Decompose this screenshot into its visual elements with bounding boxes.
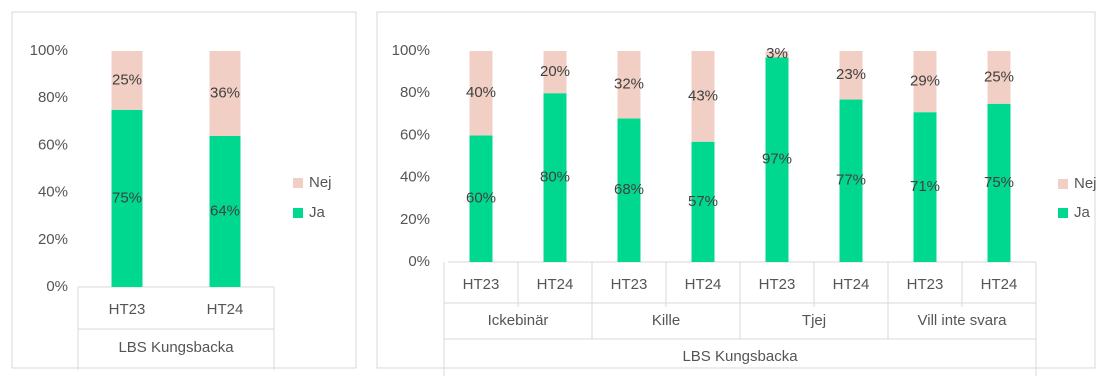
chart1-ytick-label: 80% [38,89,68,106]
chart1-data-label-nej: 25% [112,71,142,88]
chart1-ytick-label: 60% [38,136,68,153]
chart2-data-label-nej: 3% [766,45,788,62]
chart1-ytick-label: 20% [38,231,68,248]
chart1-bar-ja [111,110,143,287]
chart1-ytick-label: 40% [38,184,68,201]
chart2-bar-ja [469,135,493,262]
chart2-subgroup-label: Tjej [802,312,826,329]
chart2-legend-swatch-nej [1058,179,1068,189]
chart1-data-label-ja: 75% [112,189,142,206]
chart1-ytick-label: 0% [46,278,68,295]
chart2-data-label-nej: 25% [984,68,1014,85]
chart1-legend-swatch-nej [293,178,303,188]
chart2-legend-label-ja: Ja [1074,204,1091,221]
chart2-category-label: HT23 [759,276,796,293]
chart2-category-label: HT24 [685,276,722,293]
chart2-ytick-label: 80% [400,84,430,101]
chart2-bar-ja [987,103,1011,262]
chart1-bar-nej [111,51,143,110]
chart1-bar-ja [209,135,241,287]
chart2-legend-label-nej: Nej [1074,175,1097,192]
chart2-data-label-nej: 32% [614,76,644,93]
chart2-frame [376,11,1096,369]
chart1-legend-label-ja: Ja [309,204,326,221]
chart2-ytick-label: 40% [400,169,430,186]
chart2-category-label: HT24 [833,276,870,293]
chart2-group-label: LBS Kungsbacka [682,348,798,365]
chart2-ytick-label: 20% [400,211,430,228]
chart2-bar-nej [469,51,493,136]
chart2-data-label-ja: 80% [540,169,570,186]
chart2-bar-ja [617,118,641,263]
chart1-category-label: HT23 [109,301,146,318]
chart2-bar-nej [987,51,1011,104]
chart2-ytick-label: 0% [408,253,430,270]
chart2-bar-ja [839,99,863,262]
chart2-data-label-ja: 75% [984,174,1014,191]
chart2-bar-ja [913,112,937,262]
chart2-legend-swatch-ja [1058,208,1068,218]
chart2-bar-nej [543,51,567,94]
chart2-category-label: HT23 [907,276,944,293]
chart2-bar-ja [691,141,715,262]
chart1-frame [11,11,357,369]
chart2-data-label-ja: 71% [910,178,940,195]
chart2-bar-ja [765,57,789,262]
chart2-bar-nej [691,51,715,142]
chart2-bar-nej [617,51,641,119]
chart2-data-label-nej: 29% [910,73,940,90]
chart2-subgroup-label: Kille [652,312,680,329]
chart2-data-label-nej: 40% [466,84,496,101]
chart2-subgroup-label: Ickebinär [488,312,549,329]
chart1-ytick-label: 100% [30,42,68,59]
chart2-subgroup-label: Vill inte svara [918,312,1008,329]
chart2-data-label-nej: 23% [836,66,866,83]
chart2-data-label-ja: 77% [836,172,866,189]
chart2-bar-nej [765,51,789,58]
chart2-data-label-ja: 68% [614,181,644,198]
chart1-category-label: HT24 [207,301,244,318]
chart2-category-label: HT23 [463,276,500,293]
chart2-data-label-ja: 60% [466,190,496,207]
chart1-legend-swatch-ja [293,208,303,218]
chart2-bar-ja [543,93,567,262]
chart2-category-label: HT24 [981,276,1018,293]
chart2-bar-nej [913,51,937,113]
chart2-category-label: HT23 [611,276,648,293]
chart1-bar-nej [209,51,241,136]
chart2-category-label: HT24 [537,276,574,293]
chart1-legend-label-nej: Nej [309,174,332,191]
chart1-data-label-ja: 64% [210,202,240,219]
chart2-data-label-nej: 43% [688,87,718,104]
chart2-ytick-label: 60% [400,126,430,143]
chart2-data-label-ja: 97% [762,151,792,168]
chart2-ytick-label: 100% [392,42,430,59]
chart2-data-label-ja: 57% [688,193,718,210]
chart2-bar-nej [839,51,863,100]
chart1-data-label-nej: 36% [210,84,240,101]
chart2-data-label-nej: 20% [540,63,570,80]
chart1-group-label: LBS Kungsbacka [118,339,234,356]
